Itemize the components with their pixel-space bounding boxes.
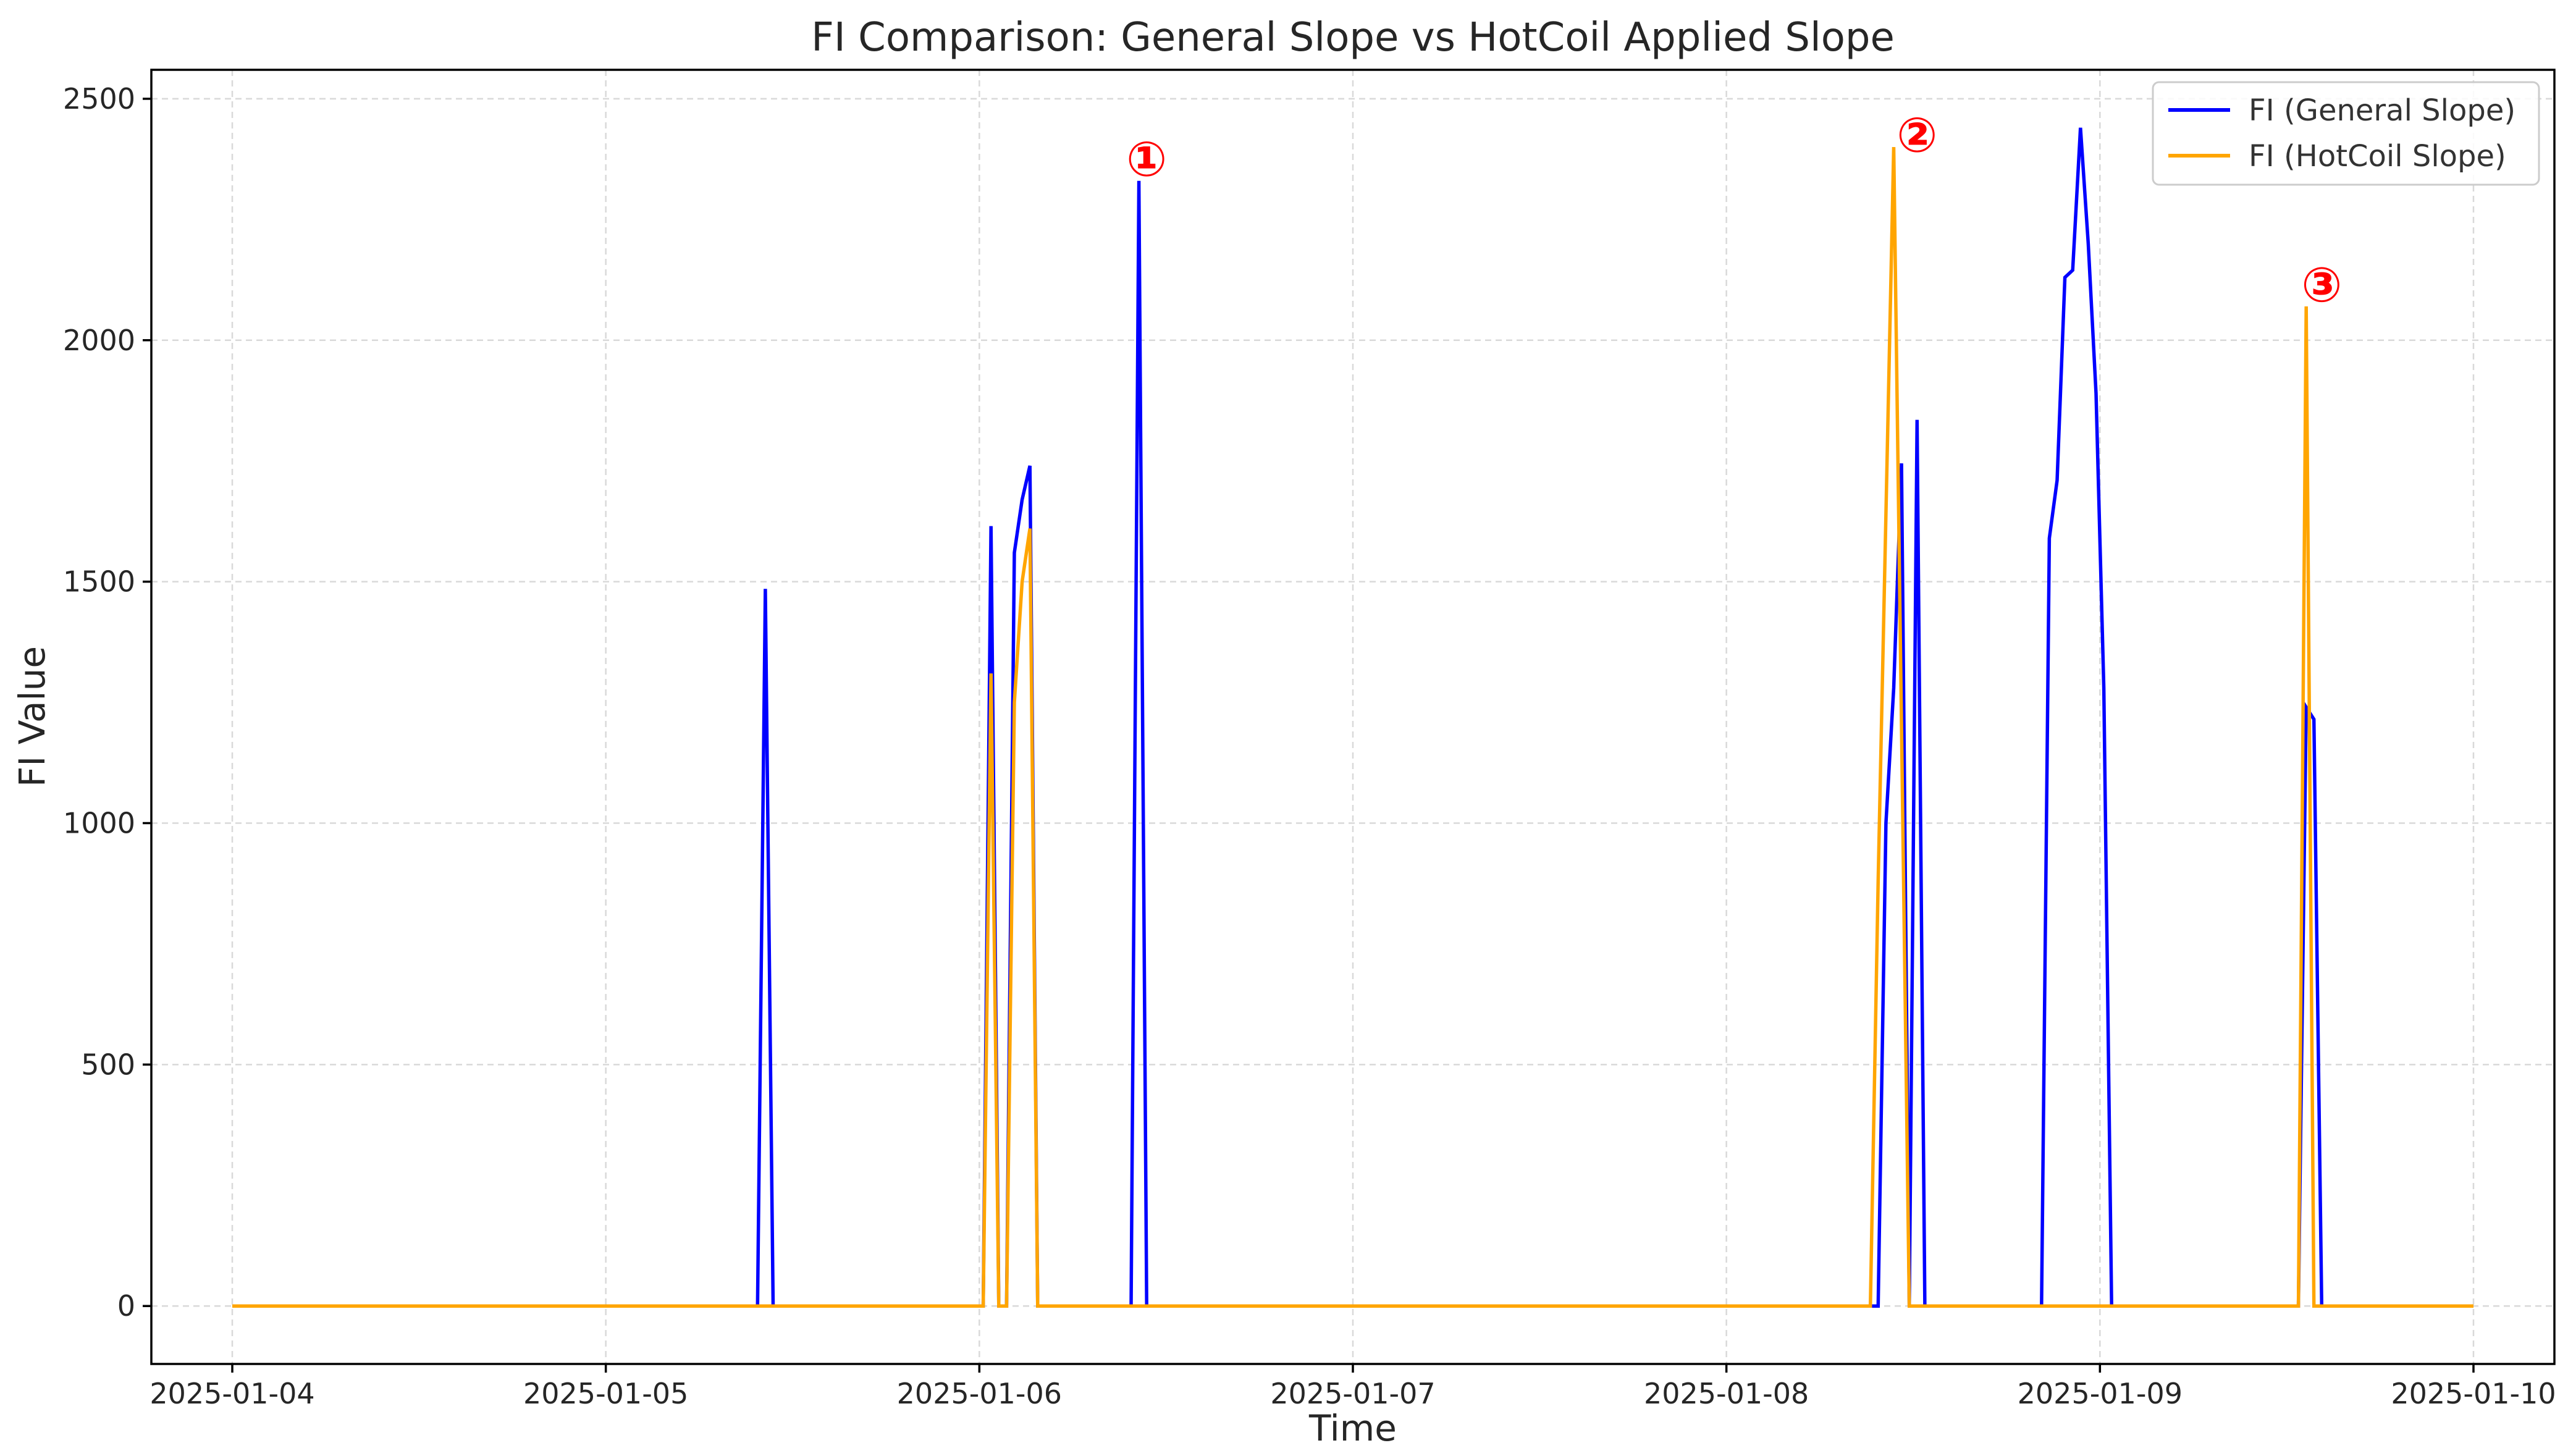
- y-tick-label: 2000: [63, 324, 135, 357]
- y-axis-label: FI Value: [11, 646, 53, 787]
- y-axis-ticks: 0 500 1000 1500 2000 2500: [63, 82, 151, 1323]
- y-tick-label: 500: [81, 1048, 135, 1081]
- x-axis-ticks: 2025-01-04 2025-01-05 2025-01-06 2025-01-07…: [149, 1364, 2556, 1410]
- annotation-marker: ①: [1126, 132, 1167, 188]
- series-lines: [232, 127, 2473, 1308]
- grid-lines: [151, 70, 2554, 1364]
- series-line-hotcoil-slope: [232, 147, 2473, 1308]
- x-tick-label: 2025-01-10: [2391, 1377, 2556, 1410]
- x-tick-label: 2025-01-04: [149, 1377, 314, 1410]
- annotation-marker: ②: [1897, 108, 1937, 164]
- y-tick-label: 2500: [63, 82, 135, 116]
- legend-label-general-slope: FI (General Slope): [2249, 93, 2515, 128]
- legend: FI (General Slope) FI (HotCoil Slope): [2152, 81, 2540, 186]
- annotation-marker: ③: [2301, 258, 2342, 313]
- x-axis-label: Time: [1308, 1407, 1397, 1449]
- x-tick-label: 2025-01-07: [1270, 1377, 1435, 1410]
- x-tick-label: 2025-01-06: [897, 1377, 1062, 1410]
- chart-title: FI Comparison: General Slope vs HotCoil …: [811, 15, 1895, 61]
- legend-frame: [2152, 81, 2540, 186]
- x-tick-label: 2025-01-05: [523, 1377, 688, 1410]
- y-tick-label: 0: [117, 1289, 135, 1323]
- x-tick-label: 2025-01-09: [2018, 1377, 2183, 1410]
- y-tick-label: 1000: [63, 806, 135, 840]
- y-tick-label: 1500: [63, 565, 135, 599]
- legend-label-hotcoil-slope: FI (HotCoil Slope): [2249, 139, 2506, 174]
- annotations: ① ② ③: [1126, 108, 2342, 313]
- x-tick-label: 2025-01-08: [1644, 1377, 1809, 1410]
